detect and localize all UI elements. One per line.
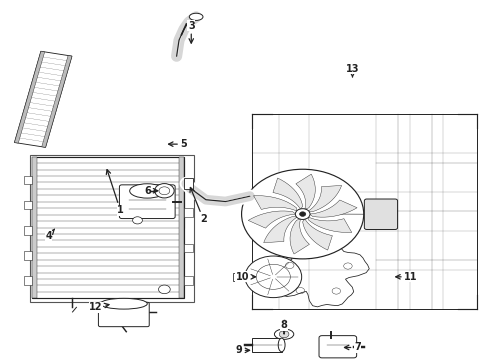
FancyArrow shape [17,138,47,142]
Polygon shape [296,174,315,209]
Text: 1: 1 [106,170,124,216]
Polygon shape [270,235,369,307]
Text: 9: 9 [235,345,249,355]
Polygon shape [308,185,342,212]
Polygon shape [273,178,303,209]
Bar [42,55,72,147]
FancyArrow shape [26,107,55,112]
Polygon shape [310,200,357,217]
Bar [32,157,37,298]
Text: 8: 8 [281,320,288,334]
Bar [184,178,193,189]
FancyArrow shape [23,117,52,122]
Bar [24,276,32,285]
Bar [24,226,32,234]
Ellipse shape [189,13,203,21]
Bar [24,201,32,210]
Bar [32,157,184,298]
Bar [30,155,194,302]
Text: 4: 4 [45,229,54,240]
Bar [252,114,477,309]
FancyArrow shape [39,62,69,66]
Circle shape [159,285,170,294]
FancyArrow shape [30,92,60,97]
FancyBboxPatch shape [120,185,175,219]
FancyArrow shape [33,82,63,86]
Bar [24,176,32,184]
Ellipse shape [274,329,294,339]
FancyArrow shape [41,57,70,61]
FancyArrow shape [24,112,54,117]
FancyArrow shape [19,132,48,137]
FancyArrow shape [35,77,64,81]
Circle shape [155,184,174,198]
Polygon shape [290,219,309,254]
FancyArrow shape [36,72,66,76]
Ellipse shape [130,184,165,198]
Bar [233,273,245,281]
Text: 11: 11 [396,272,418,282]
Bar [184,179,193,188]
Bar [179,157,184,298]
FancyBboxPatch shape [98,302,149,327]
Bar [252,338,282,352]
FancyArrow shape [38,67,67,71]
Polygon shape [308,217,352,233]
FancyArrow shape [27,102,57,107]
Polygon shape [248,211,295,228]
Bar [184,276,193,285]
Text: 10: 10 [236,272,255,282]
Circle shape [133,217,143,224]
Bar [15,51,45,143]
Circle shape [295,209,310,220]
Bar [15,51,72,147]
FancyBboxPatch shape [319,336,357,358]
Circle shape [242,169,364,259]
FancyArrow shape [29,97,58,102]
Polygon shape [253,195,297,211]
FancyBboxPatch shape [365,199,397,229]
Text: 13: 13 [346,64,359,77]
FancyArrow shape [32,87,61,92]
Circle shape [279,330,289,338]
Text: 12: 12 [89,302,109,312]
Bar [184,208,193,217]
Text: 6: 6 [144,186,158,196]
Text: 2: 2 [190,188,207,224]
Text: 5: 5 [169,139,187,149]
Bar [184,244,193,252]
Ellipse shape [278,338,285,352]
Bar [111,160,184,228]
Text: 3: 3 [188,21,195,43]
Ellipse shape [100,298,147,309]
FancyArrow shape [20,127,49,132]
Circle shape [299,212,306,216]
Bar [24,251,32,260]
FancyArrow shape [22,122,51,127]
Polygon shape [303,219,332,250]
Circle shape [245,256,302,298]
Polygon shape [264,216,297,243]
Text: 7: 7 [344,342,361,352]
